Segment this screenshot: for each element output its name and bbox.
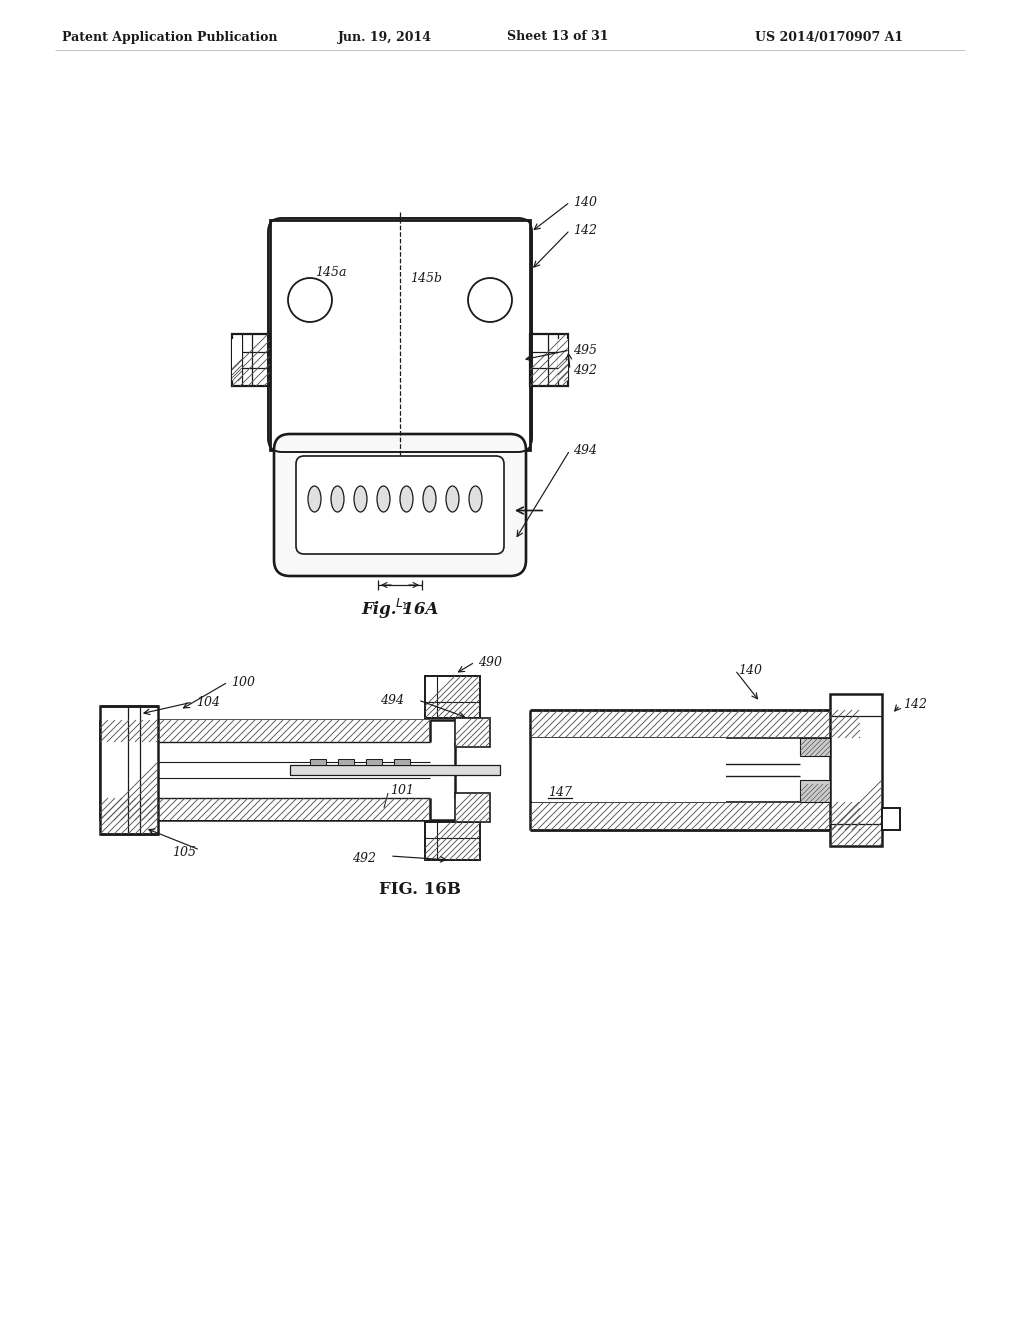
Bar: [530, 334, 568, 385]
Ellipse shape: [446, 486, 459, 512]
Text: 140: 140: [573, 195, 597, 209]
Bar: [455, 793, 490, 822]
Bar: [532, 738, 726, 803]
Bar: [455, 718, 490, 747]
Bar: [232, 339, 242, 381]
Text: 147: 147: [548, 787, 572, 800]
Bar: [232, 334, 270, 385]
Ellipse shape: [331, 486, 344, 512]
Bar: [830, 694, 882, 846]
Text: US 2014/0170907 A1: US 2014/0170907 A1: [755, 30, 903, 44]
Bar: [100, 719, 430, 742]
Text: 142: 142: [903, 698, 927, 711]
Text: 101: 101: [390, 784, 414, 796]
Text: Patent Application Publication: Patent Application Publication: [62, 30, 278, 44]
Bar: [558, 339, 568, 381]
Bar: [100, 706, 158, 834]
Ellipse shape: [354, 486, 367, 512]
Text: 494: 494: [380, 693, 404, 706]
Bar: [290, 766, 500, 775]
Bar: [394, 759, 410, 766]
Text: 104: 104: [196, 696, 220, 709]
Bar: [425, 822, 480, 861]
Text: 494: 494: [573, 444, 597, 457]
Bar: [366, 759, 382, 766]
Ellipse shape: [377, 486, 390, 512]
Ellipse shape: [469, 486, 482, 512]
FancyBboxPatch shape: [296, 455, 504, 554]
Bar: [270, 220, 530, 450]
Ellipse shape: [400, 486, 413, 512]
Text: Fig. 16A: Fig. 16A: [361, 602, 438, 619]
Text: Sheet 13 of 31: Sheet 13 of 31: [507, 30, 608, 44]
Bar: [100, 799, 430, 820]
Text: FIG. 16B: FIG. 16B: [379, 882, 461, 899]
Bar: [800, 738, 830, 756]
Text: 142: 142: [573, 223, 597, 236]
Bar: [530, 710, 860, 738]
Text: 105: 105: [172, 846, 196, 858]
Bar: [800, 780, 830, 803]
Text: 140: 140: [738, 664, 762, 676]
Text: 145a: 145a: [315, 265, 346, 279]
Text: 490: 490: [478, 656, 502, 668]
Text: 495: 495: [573, 343, 597, 356]
Ellipse shape: [423, 486, 436, 512]
Bar: [882, 808, 900, 830]
Bar: [338, 759, 354, 766]
Ellipse shape: [308, 486, 321, 512]
Text: 145b: 145b: [410, 272, 442, 285]
Bar: [530, 803, 860, 830]
Bar: [425, 676, 480, 718]
Text: 492: 492: [352, 851, 376, 865]
Text: 492: 492: [573, 363, 597, 376]
Text: 100: 100: [231, 676, 255, 689]
FancyBboxPatch shape: [274, 434, 526, 576]
Bar: [310, 759, 326, 766]
Text: $L_1$: $L_1$: [395, 597, 409, 612]
Text: Jun. 19, 2014: Jun. 19, 2014: [338, 30, 432, 44]
